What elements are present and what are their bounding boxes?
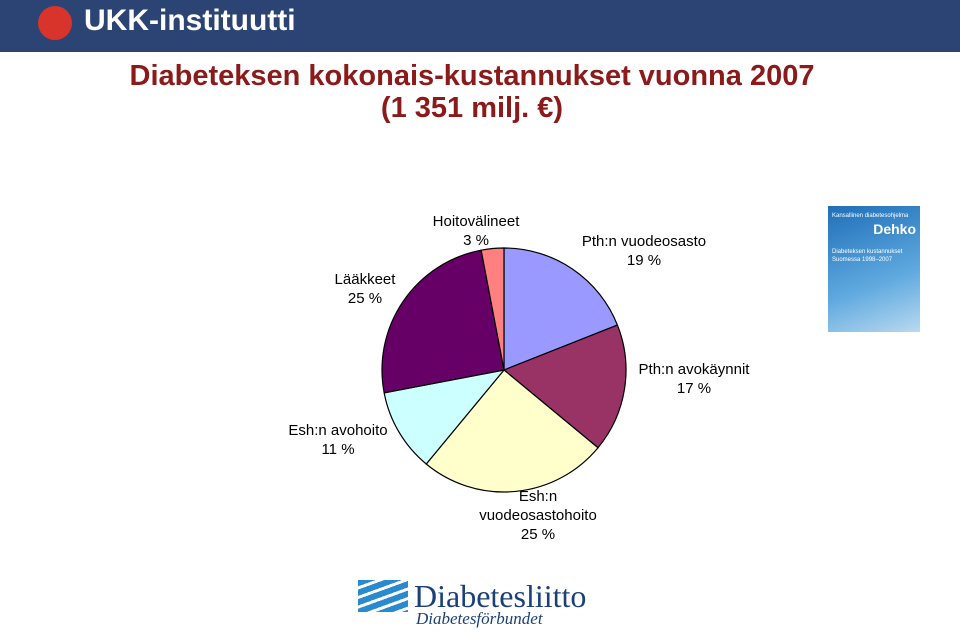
footer-logo-sub: Diabetesförbundet [416,609,543,628]
pie-slice [480,247,505,371]
slice-category: Esh:n vuodeosastohoito [479,488,597,524]
slice-label: Hoitovälineet 3 % [416,212,536,250]
slice-category: Pth:n avokäynnit [638,361,750,378]
slice-category: Lääkkeet [334,271,396,288]
footer-logo: Diabetesliitto [414,578,587,614]
slice-label: Lääkkeet 25 % [325,270,405,308]
book-subtitle: Suomessa 1998–2007 [832,257,893,263]
slice-category: Esh:n avohoito [288,422,388,439]
slice-value: 3 % [463,232,489,249]
slice-value: 11 % [321,441,355,458]
logo-mark [38,6,72,40]
chart-subtitle: (1 351 milj. €) [380,92,564,124]
pie-slice [425,369,599,493]
book-series: Kansallinen diabetesohjelma [832,213,909,219]
slice-label: Pth:n vuodeosasto 19 % [559,232,729,270]
slice-value: 25 % [520,526,556,543]
pie-slice [381,249,505,394]
pie-slice [383,369,506,465]
book-brand: Dehko [873,221,916,237]
slice-value: 19 % [626,252,662,269]
header-bar: UKK-instituutti [0,0,960,52]
footer-logo-mark [358,580,408,612]
slice-label: Esh:n vuodeosastohoito 25 % [468,487,608,544]
book-cover: Kansallinen diabetesohjelma Dehko Diabet… [828,206,920,332]
logo-text: UKK-instituutti [84,4,296,37]
chart-title: Diabeteksen kokonais-kustannukset vuonna… [129,60,815,92]
slice-category: Pth:n vuodeosasto [581,233,707,250]
pie-slice [502,324,627,449]
slice-value: 25 % [347,290,383,307]
slice-category: Hoitovälineet [432,213,520,230]
slice-label: Pth:n avokäynnit 17 % [614,360,774,398]
pie-slice [503,247,619,371]
book-title: Diabeteksen kustannukset [832,249,903,255]
slice-value: 17 % [676,380,712,397]
slice-label: Esh:n avohoito 11 % [273,421,403,459]
